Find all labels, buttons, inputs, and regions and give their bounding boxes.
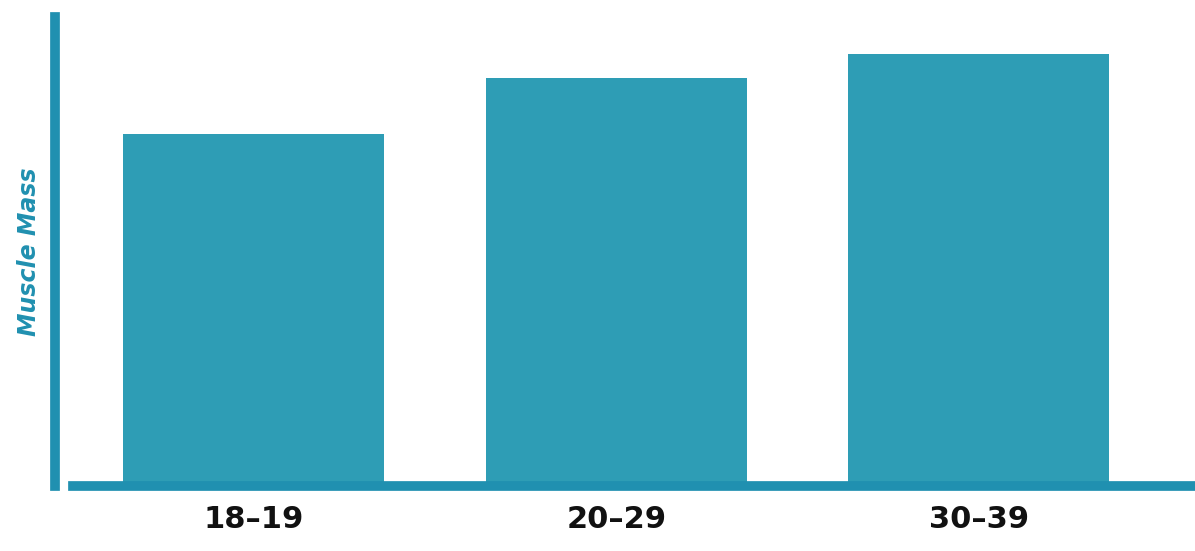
Bar (123, 134, 385, 486)
Bar (486, 78, 747, 486)
Y-axis label: Muscle Mass: Muscle Mass (17, 167, 41, 336)
Bar (848, 54, 1109, 486)
